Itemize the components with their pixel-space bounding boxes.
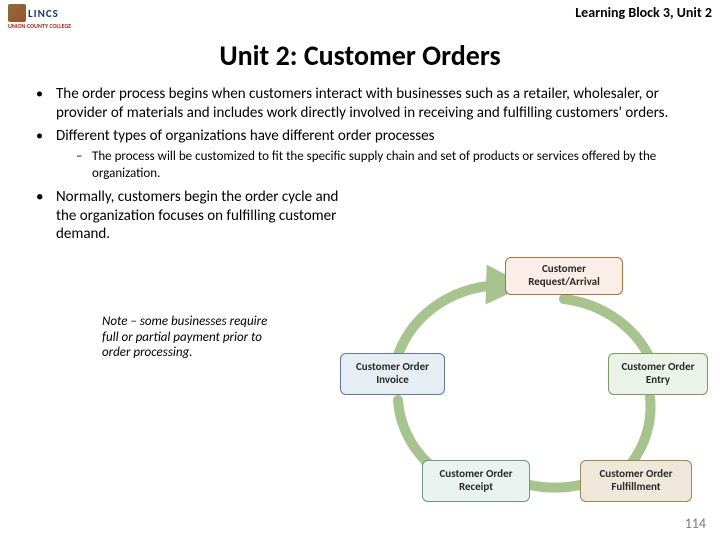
cycle-node: Customer Order Entry bbox=[608, 353, 708, 395]
logo-icon bbox=[8, 4, 26, 22]
breadcrumb: Learning Block 3, Unit 2 bbox=[575, 4, 712, 21]
bullet-3: Normally, customers begin the order cycl… bbox=[42, 188, 354, 244]
page-number: 114 bbox=[685, 515, 706, 532]
cycle-node: Customer Order Invoice bbox=[340, 353, 445, 395]
cycle-node: Customer Order Fulfillment bbox=[580, 460, 692, 502]
header: LINCS UNION COUNTY COLLEGE Learning Bloc… bbox=[0, 0, 720, 36]
bullet-2-sub: The process will be customized to fit th… bbox=[80, 149, 696, 182]
page-title: Unit 2: Customer Orders bbox=[0, 38, 720, 73]
bullet-2: Different types of organizations have di… bbox=[42, 127, 696, 182]
bullet-2-text: Different types of organizations have di… bbox=[56, 127, 434, 145]
note-text: Note – some businesses require full or p… bbox=[102, 314, 282, 361]
cycle-node: Customer Request/Arrival bbox=[505, 257, 623, 295]
bullet-1: The order process begins when customers … bbox=[42, 85, 696, 123]
logo: LINCS UNION COUNTY COLLEGE bbox=[8, 4, 118, 36]
content-block: The order process begins when customers … bbox=[0, 73, 720, 182]
logo-text: LINCS bbox=[28, 8, 59, 19]
logo-subtitle: UNION COUNTY COLLEGE bbox=[8, 23, 118, 29]
cycle-node: Customer Order Receipt bbox=[422, 460, 530, 502]
cycle-diagram: Customer Request/Arrival Customer Order E… bbox=[330, 255, 710, 525]
